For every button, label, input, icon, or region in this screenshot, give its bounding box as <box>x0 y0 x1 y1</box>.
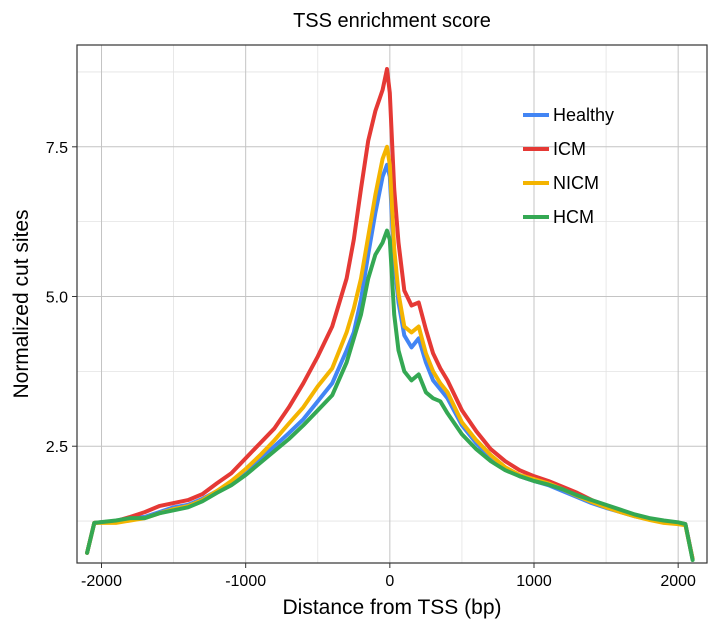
legend-label: Healthy <box>553 105 614 125</box>
legend-label: NICM <box>553 173 599 193</box>
x-tick-label: -1000 <box>225 573 266 590</box>
series-layer <box>85 67 695 562</box>
x-axis-title: Distance from TSS (bp) <box>282 596 501 619</box>
y-axis-title: Normalized cut sites <box>10 209 33 398</box>
chart-title: TSS enrichment score <box>293 10 491 32</box>
y-tick-label: 7.5 <box>46 140 68 157</box>
legend-label: HCM <box>553 207 594 227</box>
x-tick-label: 2000 <box>660 573 696 590</box>
y-tick-label: 2.5 <box>46 439 68 456</box>
plot-panel-border <box>76 44 708 564</box>
x-axis: -2000 -1000 0 1000 2000 <box>81 563 696 590</box>
series-line-hcm <box>85 228 695 562</box>
x-tick-label: 0 <box>385 573 394 590</box>
y-tick-label: 5.0 <box>46 290 68 307</box>
x-tick-label: 1000 <box>516 573 552 590</box>
legend: Healthy ICM NICM HCM <box>523 105 614 227</box>
x-tick-label: -2000 <box>81 573 122 590</box>
legend-label: ICM <box>553 139 586 159</box>
y-axis: 2.5 5.0 7.5 <box>46 140 77 456</box>
